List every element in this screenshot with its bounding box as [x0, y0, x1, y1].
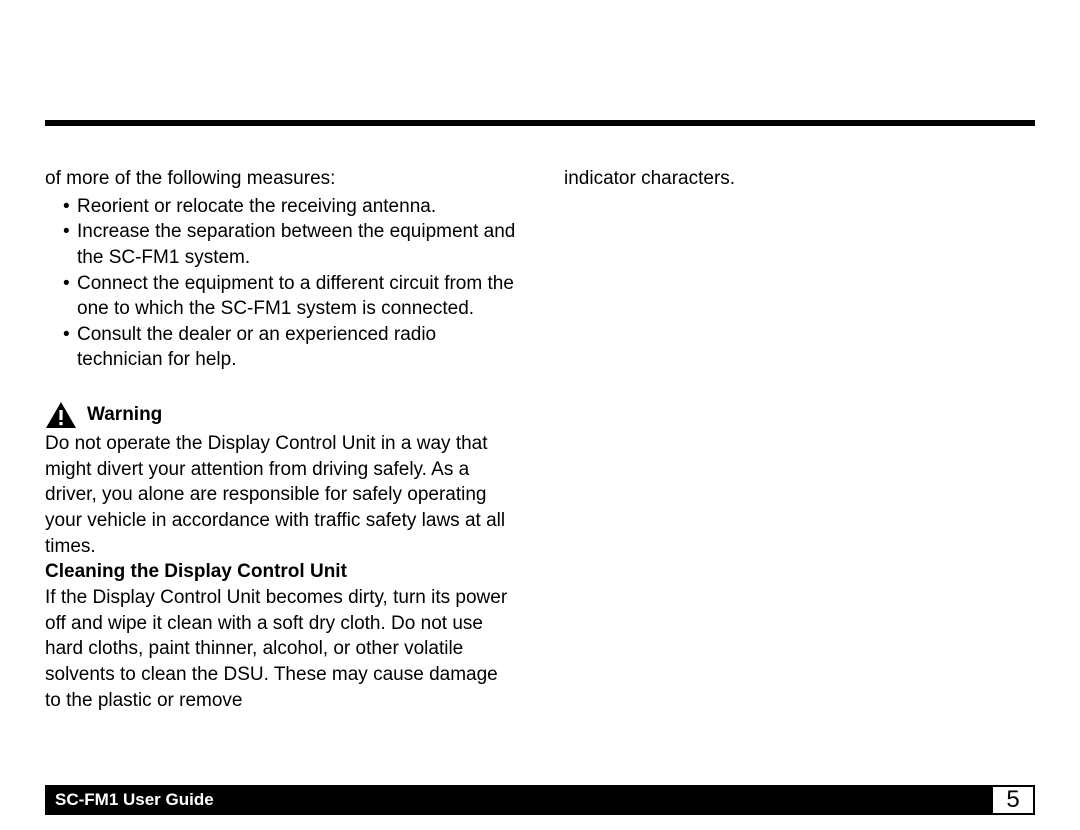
page-footer: SC-FM1 User Guide 5: [45, 785, 1035, 815]
cleaning-heading: Cleaning the Display Control Unit: [45, 559, 516, 585]
list-item: Connect the equipment to a different cir…: [63, 271, 516, 322]
manual-page: of more of the following measures: Reori…: [0, 0, 1080, 830]
intro-line: of more of the following measures:: [45, 166, 516, 192]
footer-title-bar: SC-FM1 User Guide: [45, 785, 993, 815]
list-item: Reorient or relocate the receiving anten…: [63, 194, 516, 220]
left-column: of more of the following measures: Reori…: [45, 166, 516, 713]
warning-label: Warning: [87, 402, 162, 428]
list-item: Consult the dealer or an experienced rad…: [63, 322, 516, 373]
list-item: Increase the separation between the equi…: [63, 219, 516, 270]
measures-bullet-list: Reorient or relocate the receiving anten…: [45, 194, 516, 373]
cleaning-body-text: If the Display Control Unit becomes dirt…: [45, 585, 516, 713]
footer-title-text: SC-FM1 User Guide: [55, 790, 214, 810]
page-number: 5: [1006, 786, 1019, 814]
warning-block: Warning Do not operate the Display Contr…: [45, 401, 516, 559]
page-number-box: 5: [993, 785, 1035, 815]
top-horizontal-rule: [45, 120, 1035, 126]
right-column: indicator characters.: [564, 166, 1035, 713]
two-column-content: of more of the following measures: Reori…: [45, 166, 1035, 713]
warning-body-text: Do not operate the Display Control Unit …: [45, 431, 516, 559]
warning-triangle-icon: [45, 401, 77, 429]
warning-heading-row: Warning: [45, 401, 516, 429]
continuation-line: indicator characters.: [564, 166, 1035, 192]
